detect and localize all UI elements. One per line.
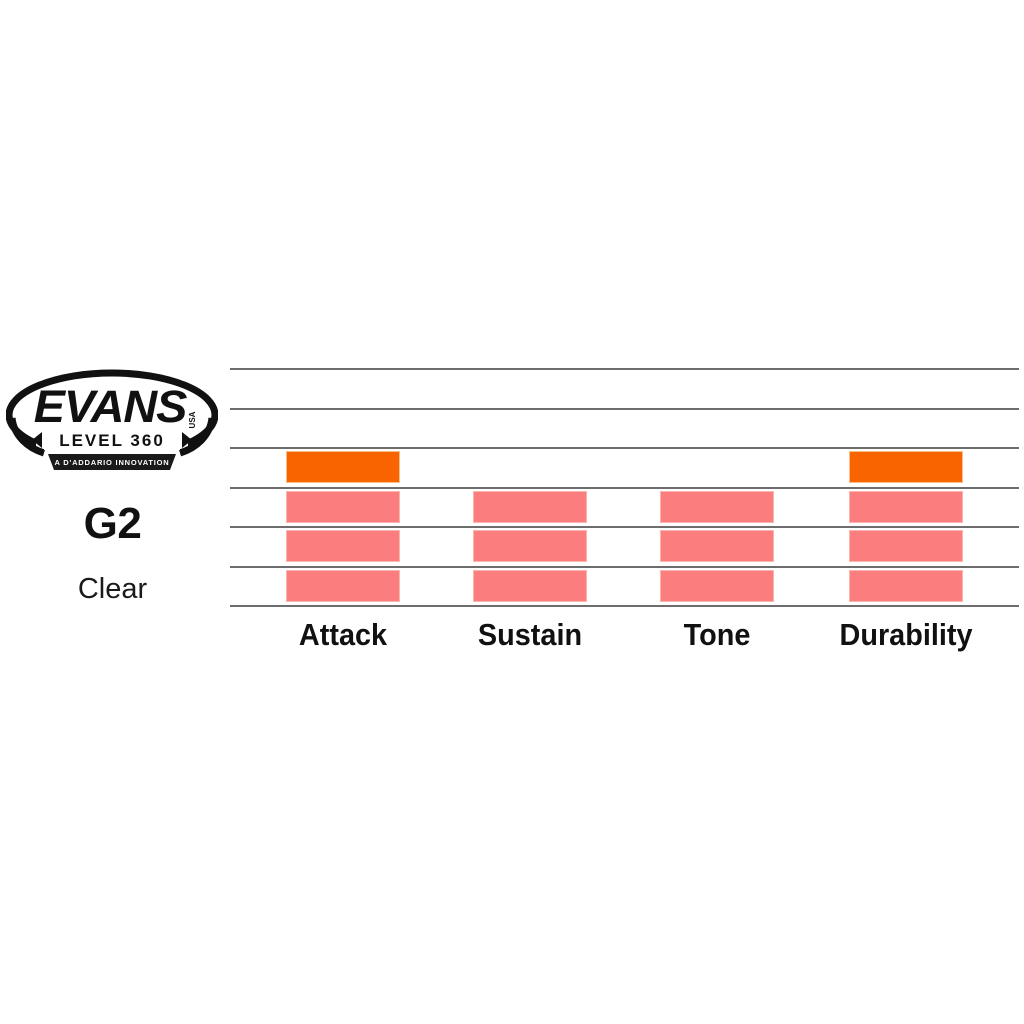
category-label-attack: Attack xyxy=(298,617,388,652)
category-label-durability: Durability xyxy=(839,617,973,652)
gridline xyxy=(230,605,1019,607)
chart-bars xyxy=(230,368,1019,608)
performance-rating-chart xyxy=(230,368,1019,608)
bar-column-durability xyxy=(849,368,963,608)
category-label-tone: Tone xyxy=(683,617,751,652)
bar-segment xyxy=(473,530,587,562)
chart-gridlines xyxy=(230,368,1019,608)
bar-segment xyxy=(660,569,774,602)
svg-text:USA: USA xyxy=(188,411,197,428)
bar-segment xyxy=(473,490,587,523)
bar-segment xyxy=(660,490,774,523)
bar-segment xyxy=(473,569,587,602)
svg-text:A D'ADDARIO INNOVATION: A D'ADDARIO INNOVATION xyxy=(54,458,169,467)
bar-column-attack xyxy=(286,368,400,608)
bar-segment xyxy=(286,490,400,523)
bar-segment xyxy=(286,451,400,483)
bar-segment xyxy=(849,530,963,562)
bar-segment xyxy=(286,530,400,562)
gridline xyxy=(230,447,1019,449)
product-model-name: G2 xyxy=(83,499,142,548)
category-label-sustain: Sustain xyxy=(477,617,583,652)
bar-segment xyxy=(849,569,963,602)
bar-column-sustain xyxy=(473,368,587,608)
svg-text:LEVEL 360: LEVEL 360 xyxy=(59,431,165,450)
gridline xyxy=(230,407,1019,410)
product-finish-name: Clear xyxy=(77,573,148,605)
gridline xyxy=(230,486,1019,489)
product-identity-panel: EVANS USA LEVEL 360 A D'ADDARIO INNOVATI… xyxy=(0,360,225,620)
gridline xyxy=(230,368,1019,370)
gridline xyxy=(230,526,1019,528)
svg-text:EVANS: EVANS xyxy=(34,381,188,432)
bar-segment xyxy=(849,490,963,523)
bar-segment xyxy=(660,530,774,562)
bar-column-tone xyxy=(660,368,774,608)
bar-segment xyxy=(849,451,963,483)
chart-category-labels: Attack Sustain Tone Durability xyxy=(230,613,1019,659)
bar-segment xyxy=(286,569,400,602)
gridline xyxy=(230,565,1019,568)
evans-brand-logo: EVANS USA LEVEL 360 A D'ADDARIO INNOVATI… xyxy=(6,368,218,476)
